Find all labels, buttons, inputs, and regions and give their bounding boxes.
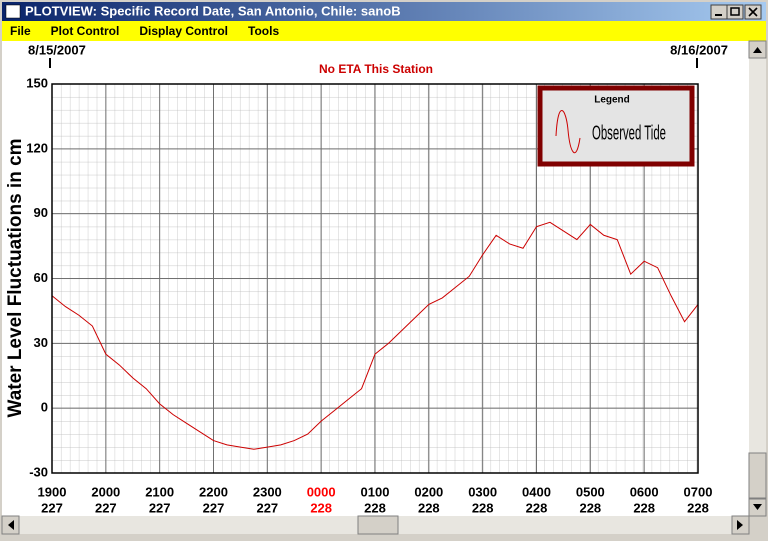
scroll-thumb[interactable] <box>748 452 767 499</box>
x-tick-day: 228 <box>418 500 440 515</box>
x-tick-label: 1900 <box>38 484 67 499</box>
hscroll-thumb[interactable] <box>357 515 399 535</box>
menu-item[interactable]: Tools <box>248 24 279 38</box>
x-tick-label: 2100 <box>145 484 174 499</box>
legend-label: Observed Tide <box>592 122 666 144</box>
menu-bar <box>2 21 766 41</box>
x-tick-day: 227 <box>41 500 63 515</box>
x-tick-label: 0300 <box>468 484 497 499</box>
x-tick-day: 228 <box>310 500 332 515</box>
y-tick-label: 150 <box>26 75 48 90</box>
x-tick-label: 0400 <box>522 484 551 499</box>
maximize-icon <box>730 7 740 16</box>
menu-item[interactable]: Display Control <box>139 24 228 38</box>
x-tick-day: 227 <box>203 500 225 515</box>
x-tick-label: 0700 <box>684 484 713 499</box>
x-tick-day: 228 <box>526 500 548 515</box>
window-title: PLOTVIEW: Specific Record Date, San Anto… <box>25 3 401 18</box>
y-tick-label: 90 <box>34 205 48 220</box>
close-icon <box>748 7 758 17</box>
legend-title: Legend <box>594 95 630 106</box>
y-axis-label: Water Level Fluctuations in cm <box>5 138 26 417</box>
menu-item[interactable]: Plot Control <box>51 24 120 38</box>
start-date: 8/15/2007 <box>28 42 86 57</box>
arrow-up <box>753 47 762 53</box>
x-tick-label: 2000 <box>91 484 120 499</box>
tide-line <box>51 221 699 450</box>
x-tick-day: 228 <box>364 500 386 515</box>
menu-item[interactable]: File <box>10 24 31 38</box>
x-tick-label: 0500 <box>576 484 605 499</box>
x-tick-day: 228 <box>579 500 601 515</box>
window-buttons[interactable] <box>710 4 762 20</box>
y-tick-label: 120 <box>26 140 48 155</box>
vertical-scrollbar[interactable] <box>748 40 767 517</box>
y-tick-label: 0 <box>41 400 48 415</box>
x-tick-day: 228 <box>633 500 655 515</box>
x-tick-day: 227 <box>149 500 171 515</box>
legend-swatch <box>555 110 581 154</box>
x-tick-day: 227 <box>95 500 117 515</box>
arrow-down <box>753 504 762 510</box>
x-tick-label: 0200 <box>414 484 443 499</box>
legend-box <box>537 85 695 167</box>
x-tick-label: 2200 <box>199 484 228 499</box>
x-tick-label: 0600 <box>630 484 659 499</box>
x-tick-day: 228 <box>472 500 494 515</box>
app-icon <box>5 4 21 19</box>
arrow-right <box>737 520 743 530</box>
end-date: 8/16/2007 <box>670 42 728 57</box>
subtitle: No ETA This Station <box>319 62 433 76</box>
x-tick-label: 0000 <box>307 484 336 499</box>
minimize-button[interactable] <box>710 4 728 20</box>
y-tick-label: 60 <box>34 270 48 285</box>
y-tick-label: 30 <box>34 335 48 350</box>
plot-border <box>51 83 699 474</box>
maximize-button[interactable] <box>726 4 744 20</box>
x-tick-day: 227 <box>256 500 278 515</box>
y-tick-label: -30 <box>29 464 48 479</box>
x-tick-label: 0100 <box>361 484 390 499</box>
x-tick-day: 228 <box>687 500 709 515</box>
horizontal-scrollbar[interactable] <box>1 515 750 535</box>
arrow-left <box>8 520 14 530</box>
scroll-track <box>749 41 766 516</box>
title-bar <box>2 2 766 21</box>
x-tick-label: 2300 <box>253 484 282 499</box>
